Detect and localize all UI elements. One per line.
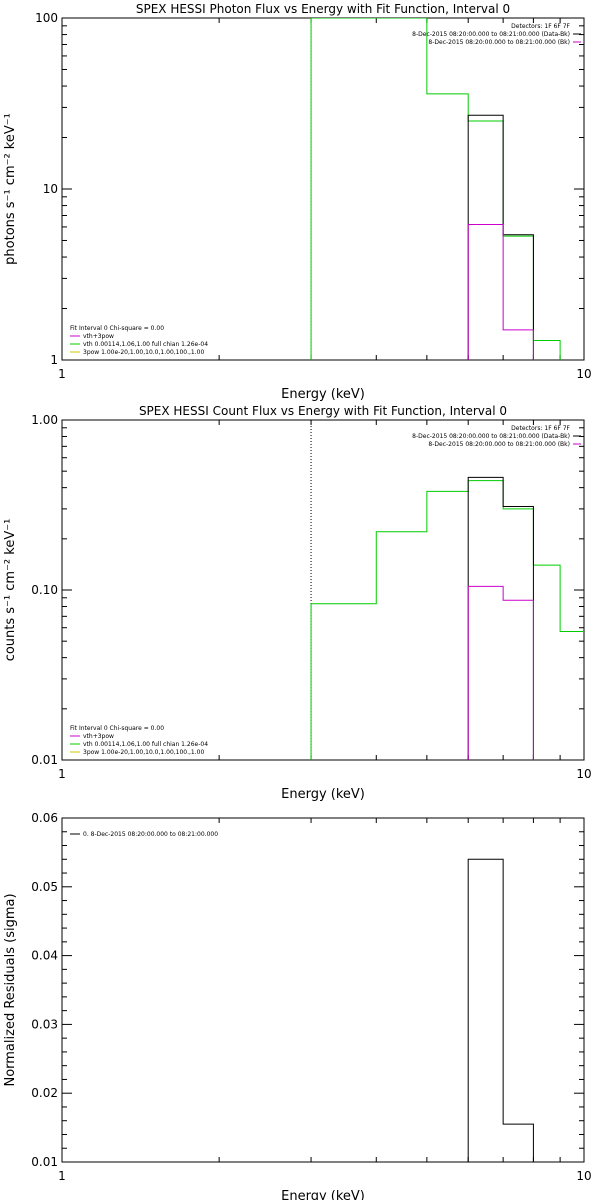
y-axis-title: photons s⁻¹ cm⁻² keV⁻¹ [3,113,18,265]
y-tick-label: 100 [35,11,58,25]
x-axis-title: Energy (keV) [281,1189,365,1200]
chart-panel-3: 1 10 0.01 0.02 0.03 0.04 0.05 0.06 Energy (keV) N… [3,811,592,1200]
series-step-2 [467,476,534,760]
y-tick-label: 0.01 [31,753,58,767]
series-step-3 [467,224,534,360]
header-line: 8-Dec-2015 08:20:00.000 to 08:21:00.000 … [412,31,570,38]
x-tick-label: 1 [58,367,66,381]
plot-frame [61,817,585,1163]
y-tick-label: 1 [50,353,58,367]
x-tick-label: 1 [58,1169,66,1183]
series-step-1 [310,480,584,760]
legend-label: 0. 8-Dec-2015 08:20:00.000 to 08:21:00.0… [83,831,218,838]
header-line: 8-Dec-2015 08:20:00.000 to 08:21:00.000 … [412,433,570,440]
y-tick-label: 0.01 [31,1155,58,1169]
plot-frame [61,419,585,761]
y-tick-label: 0.06 [31,811,58,825]
legend-label: 3pow 1.00e-20,1.00,10.0,1.00,100.,1.00 [83,349,204,356]
legend-title: Fit Interval 0 Chi-square = 0.00 [70,725,164,732]
chart-panel-2: 1 10 0.01 0.10 1.00 Energy (keV) counts s⁻¹ cm… [3,404,592,802]
header-line: Detectors: 1F 6F 7F [511,425,570,432]
header-line: 8-Dec-2015 08:20:00.000 to 08:21:00.000 … [428,39,570,46]
y-tick-label: 10 [43,182,58,196]
chart-panel-1: 1 10 1 10 100 Energy (keV) photons s⁻¹ cm⁻² ke… [3,2,592,402]
y-tick-label: 0.03 [31,1017,58,1031]
y-tick-label: 0.04 [31,949,58,963]
chart-title: SPEX HESSI Count Flux vs Energy with Fit… [139,404,507,418]
y-tick-label: 1.00 [31,413,58,427]
series-step-3 [467,585,534,760]
header-line: Detectors: 1F 6F 7F [511,23,570,30]
x-axis-title: Energy (keV) [281,387,365,402]
x-tick-label: 10 [576,1169,591,1183]
series-step-1 [310,18,561,360]
legend-title: Fit Interval 0 Chi-square = 0.00 [70,325,164,332]
y-tick-label: 0.05 [31,880,58,894]
x-tick-label: 10 [576,367,591,381]
header-line: 8-Dec-2015 08:20:00.000 to 08:21:00.000 … [428,441,570,448]
x-tick-label: 1 [58,767,66,781]
y-axis-title: Normalized Residuals (sigma) [3,893,18,1086]
x-axis-title: Energy (keV) [281,787,365,802]
legend-label: 3pow 1.00e-20,1.00,10.0,1.00,100.,1.00 [83,749,204,756]
y-axis-title: counts s⁻¹ cm⁻² keV⁻¹ [3,519,18,662]
y-tick-label: 0.02 [31,1086,58,1100]
legend-label: vth+3pow [83,333,114,340]
legend-label: vth+3pow [83,733,114,740]
series-step-2 [467,114,534,360]
legend-label: vth 0.00114,1.06,1.00 full chian 1.26e-0… [83,741,208,748]
y-tick-label: 0.10 [31,583,58,597]
plot-frame [61,17,585,361]
legend-label: vth 0.00114,1.06,1.00 full chian 1.26e-0… [83,341,208,348]
series-step-1 [467,858,534,1162]
chart-title: SPEX HESSI Photon Flux vs Energy with Fi… [136,2,510,16]
x-tick-label: 10 [576,767,591,781]
